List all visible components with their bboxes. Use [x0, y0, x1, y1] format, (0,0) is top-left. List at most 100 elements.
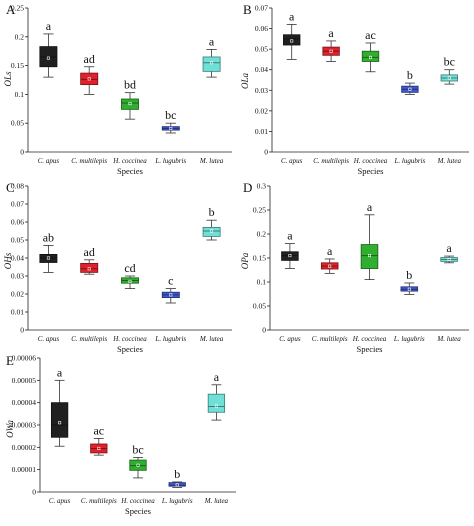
significance-letter: b [174, 467, 180, 481]
y-tick-label: 0.2 [257, 230, 267, 239]
panel-label: B [243, 2, 252, 17]
y-tick-label: 0 [264, 148, 268, 157]
x-category-label: H. coccinea [353, 157, 388, 165]
significance-letter: bc [444, 55, 455, 69]
x-axis-title: Species [358, 166, 384, 176]
x-category-label: M. lutea [436, 335, 461, 343]
panel-a: 0 0.05 0.1 0.15 0.2 0.25 C. apus C. multilepis H… [3, 2, 232, 176]
y-tick-label: 0.15 [11, 61, 24, 70]
significance-letter: c [168, 274, 173, 288]
significance-letter: a [57, 365, 63, 379]
panel-b: 0 0.01 0.02 0.03 0.04 0.05 0.06 0.07 C. apus C. m… [240, 2, 469, 176]
x-category-label: C. multilepis [312, 335, 348, 343]
mean-marker [329, 49, 333, 53]
box-iqr [207, 393, 226, 413]
y-tick-label: 0.05 [253, 302, 266, 311]
y-tick-label: 0.03 [11, 272, 24, 281]
mean-marker [328, 264, 332, 268]
x-category-label: C. apus [38, 335, 60, 343]
mean-marker [46, 256, 50, 260]
panel-label: E [6, 353, 14, 368]
x-category-label: C. apus [279, 335, 301, 343]
y-tick-label: 0.04 [255, 65, 268, 74]
significance-letter: ac [93, 423, 104, 437]
significance-letter: a [327, 244, 333, 258]
panel-label: C [6, 180, 15, 195]
significance-letter: b [406, 268, 412, 282]
y-axis-title: OWa [5, 420, 15, 438]
y-tick-label: 0.03 [255, 86, 268, 95]
mean-marker [288, 254, 292, 258]
y-tick-label: 0.1 [15, 90, 25, 99]
x-category-label: L. lugubris [154, 335, 186, 343]
box-iqr [50, 402, 69, 438]
x-category-label: H. coccinea [112, 157, 147, 165]
x-category-label: C. apus [281, 157, 303, 165]
x-category-label: L. lugubris [393, 335, 425, 343]
mean-marker [367, 254, 371, 258]
mean-marker [169, 293, 173, 297]
significance-letter: a [367, 200, 373, 214]
y-tick-label: 0.00004 [12, 398, 37, 407]
mean-marker [128, 102, 132, 106]
y-axis-title: OPa [240, 252, 250, 269]
y-tick-label: 0.07 [11, 200, 24, 209]
significance-letter: a [46, 19, 52, 33]
x-category-label: C. multilepis [71, 157, 107, 165]
significance-letter: a [446, 241, 452, 255]
x-category-label: H. coccinea [112, 335, 147, 343]
panel-d: 0 0.05 0.1 0.15 0.2 0.25 0.3 C. apus C. multilep… [240, 180, 469, 354]
x-axis-title: Species [357, 344, 383, 354]
y-tick-label: 0.02 [11, 290, 24, 299]
x-category-label: H. coccinea [120, 497, 155, 505]
significance-letter: cd [124, 261, 135, 275]
panel-e: 0 0.00001 0.00002 0.00003 0.00004 0.00005 0.00… [5, 353, 236, 516]
x-category-label: C. apus [38, 157, 60, 165]
box-iqr [121, 98, 139, 110]
mean-marker [447, 76, 451, 80]
significance-letter: ac [365, 28, 376, 42]
x-category-label: M. lutea [204, 497, 229, 505]
mean-marker [447, 257, 451, 261]
y-tick-label: 0 [32, 488, 36, 497]
x-axis-title: Species [117, 344, 143, 354]
y-tick-label: 0 [20, 148, 24, 157]
panel-label: D [243, 180, 252, 195]
significance-letter: bc [165, 108, 176, 122]
significance-letter: a [289, 9, 295, 23]
mean-marker [408, 87, 412, 91]
y-axis-title: OHs [3, 252, 13, 269]
y-tick-label: 0.07 [255, 4, 268, 13]
significance-letter: b [407, 68, 413, 82]
x-category-label: C. multilepis [313, 157, 349, 165]
mean-marker [58, 421, 62, 425]
y-tick-label: 0.2 [15, 32, 25, 41]
box-iqr [80, 72, 99, 86]
y-axis-title: OLa [240, 73, 250, 90]
y-tick-label: 0.01 [11, 308, 24, 317]
x-category-label: M. lutea [199, 335, 224, 343]
significance-letter: a [287, 229, 293, 243]
y-tick-label: 0.00001 [12, 465, 37, 474]
y-tick-label: 0.1 [257, 278, 267, 287]
mean-marker [87, 77, 91, 81]
y-tick-label: 0.00003 [12, 421, 37, 430]
mean-marker [136, 463, 140, 467]
x-category-label: C. apus [49, 497, 71, 505]
mean-marker [407, 287, 411, 291]
significance-letter: a [209, 34, 215, 48]
y-tick-label: 0.06 [255, 24, 268, 33]
y-tick-label: 0.05 [11, 119, 24, 128]
significance-letter: a [328, 26, 334, 40]
mean-marker [87, 267, 91, 271]
significance-letter: bc [132, 442, 143, 456]
x-category-label: H. coccinea [352, 335, 387, 343]
x-category-label: C. multilepis [71, 335, 107, 343]
y-tick-label: 0.00002 [12, 443, 37, 452]
y-tick-label: 0.08 [11, 182, 24, 191]
x-axis-title: Species [117, 166, 143, 176]
panel-label: A [6, 2, 16, 17]
mean-marker [210, 229, 214, 233]
panel-c: 0 0.01 0.02 0.03 0.04 0.05 0.06 0.07 0.08 C. apus… [3, 180, 232, 354]
